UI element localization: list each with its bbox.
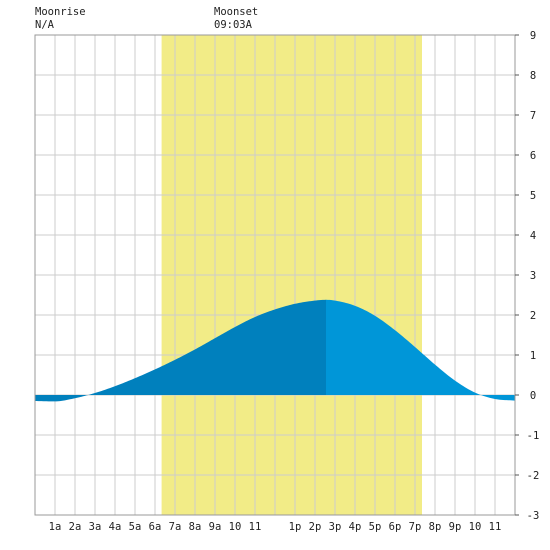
moonrise-time: N/A — [35, 19, 54, 31]
x-tick-label: 7p — [409, 521, 422, 533]
y-tick-label: 9 — [530, 30, 536, 42]
x-tick-label: 2a — [69, 521, 82, 533]
y-tick-label: 6 — [530, 150, 536, 162]
tide-area-falling — [326, 299, 515, 401]
x-tick-label: 5p — [369, 521, 382, 533]
y-tick-label: 0 — [530, 390, 536, 402]
x-tick-label: 10 — [229, 521, 242, 533]
x-tick-label: 2p — [309, 521, 322, 533]
x-tick-label: 11 — [489, 521, 502, 533]
moonrise-label: Moonrise — [35, 6, 86, 18]
moonset-time: 09:03A — [214, 19, 252, 31]
y-tick-label: 8 — [530, 70, 536, 82]
tide-area-rising — [35, 299, 326, 402]
x-tick-label: 4a — [109, 521, 122, 533]
y-tick-label: -3 — [527, 510, 540, 522]
x-tick-label: 11 — [249, 521, 262, 533]
x-tick-label: 7a — [169, 521, 182, 533]
y-tick-label: -2 — [527, 470, 540, 482]
y-tick-label: 4 — [530, 230, 536, 242]
x-tick-label: 10 — [469, 521, 482, 533]
x-tick-label: 6a — [149, 521, 162, 533]
x-tick-label: 8p — [429, 521, 442, 533]
x-tick-label: 5a — [129, 521, 142, 533]
x-tick-label: 8a — [189, 521, 202, 533]
y-tick-label: 3 — [530, 270, 536, 282]
y-tick-label: -1 — [527, 430, 540, 442]
y-tick-label: 7 — [530, 110, 536, 122]
x-tick-label: 3a — [89, 521, 102, 533]
x-tick-label: 9p — [449, 521, 462, 533]
y-tick-label: 1 — [530, 350, 536, 362]
y-tick-label: 5 — [530, 190, 536, 202]
x-tick-label: 9a — [209, 521, 222, 533]
moonset-label: Moonset — [214, 6, 259, 18]
x-tick-label: 1a — [49, 521, 62, 533]
x-tick-label: 1p — [289, 521, 302, 533]
x-tick-label: 4p — [349, 521, 362, 533]
x-tick-label: 3p — [329, 521, 342, 533]
x-tick-label: 6p — [389, 521, 402, 533]
y-tick-label: 2 — [530, 310, 536, 322]
